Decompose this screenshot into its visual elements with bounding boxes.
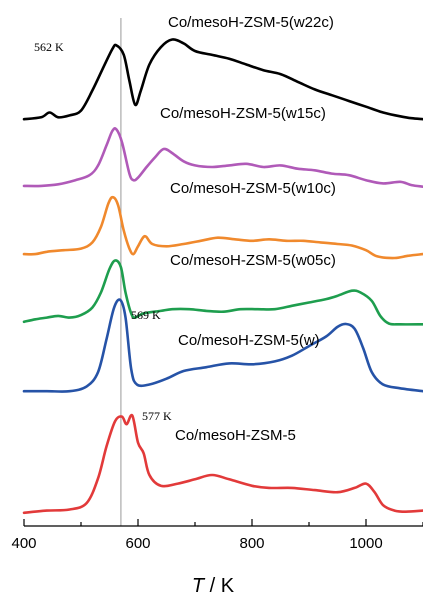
peak-label-0: 562 K	[34, 40, 64, 54]
series-line-3	[22, 259, 423, 326]
x-axis-title: T / K	[192, 575, 235, 597]
x-tick-label-600: 600	[125, 535, 150, 552]
label-layer: Co/mesoH-ZSM-5(w22c) Co/mesoH-ZSM-5(w15c)…	[34, 14, 336, 444]
series-layer	[22, 38, 423, 515]
series-label-2: Co/mesoH-ZSM-5(w10c)	[170, 180, 336, 197]
x-tick-label-800: 800	[239, 535, 264, 552]
x-tick-label-400: 400	[11, 535, 36, 552]
series-line-1	[22, 127, 423, 188]
peak-label-2: 577 K	[142, 409, 172, 423]
series-label-3: Co/mesoH-ZSM-5(w05c)	[170, 252, 336, 269]
series-line-4	[22, 298, 423, 393]
x-axis-title-unit: / K	[204, 575, 235, 597]
series-label-1: Co/mesoH-ZSM-5(w15c)	[160, 105, 326, 122]
series-label-5: Co/mesoH-ZSM-5	[175, 427, 296, 444]
series-label-0: Co/mesoH-ZSM-5(w22c)	[168, 14, 334, 31]
series-line-0	[22, 38, 423, 121]
x-axis: 400 600 800 1000	[11, 519, 423, 552]
x-tick-label-1000: 1000	[349, 535, 382, 552]
series-line-2	[22, 195, 423, 260]
series-line-5	[22, 413, 423, 515]
x-axis-title-symbol: T	[192, 575, 206, 597]
series-label-4: Co/mesoH-ZSM-5(w)	[178, 332, 320, 349]
peak-label-1: 569 K	[131, 308, 161, 322]
